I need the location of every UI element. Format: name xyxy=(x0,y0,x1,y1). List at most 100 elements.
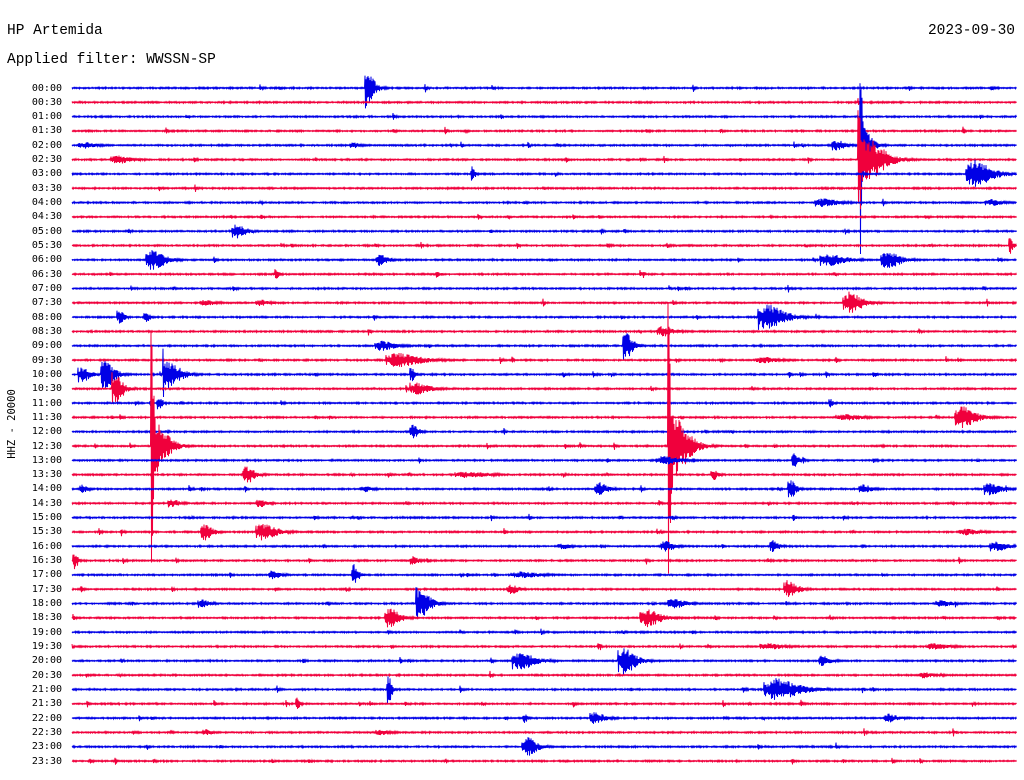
record-date: 2023-09-30 xyxy=(927,23,1015,39)
trace-line-23-00 xyxy=(71,737,1017,756)
trace-line-05-00 xyxy=(71,224,1017,239)
trace-line-10-00 xyxy=(71,348,1017,398)
trace-line-11-30 xyxy=(71,406,1017,429)
row-label-21-00: 21:00 xyxy=(31,683,62,695)
row-label-20-00: 20:00 xyxy=(31,655,62,667)
row-label-15-00: 15:00 xyxy=(31,512,62,524)
trace-line-06-30 xyxy=(71,269,1017,279)
row-label-11-30: 11:30 xyxy=(31,411,62,423)
row-label-00-30: 00:30 xyxy=(31,96,62,108)
trace-line-18-30 xyxy=(71,608,1017,628)
row-label-06-30: 06:30 xyxy=(31,268,62,280)
trace-line-17-00 xyxy=(71,564,1017,583)
trace-line-05-30 xyxy=(71,238,1017,254)
row-label-18-30: 18:30 xyxy=(31,612,62,624)
trace-line-15-30 xyxy=(71,523,1017,541)
trace-line-00-30 xyxy=(71,98,1017,106)
row-label-02-30: 02:30 xyxy=(31,154,62,166)
row-label-06-00: 06:00 xyxy=(31,254,62,266)
row-label-02-00: 02:00 xyxy=(31,139,62,151)
row-label-09-00: 09:00 xyxy=(31,340,62,352)
trace-line-14-30 xyxy=(71,499,1017,508)
row-label-12-00: 12:00 xyxy=(31,426,62,438)
row-label-23-00: 23:00 xyxy=(31,741,62,753)
row-label-03-30: 03:30 xyxy=(31,182,62,194)
row-label-14-00: 14:00 xyxy=(31,483,62,495)
row-label-22-30: 22:30 xyxy=(31,726,62,738)
row-label-10-00: 10:00 xyxy=(31,368,62,380)
row-label-11-00: 11:00 xyxy=(31,397,62,409)
trace-line-21-30 xyxy=(71,697,1017,709)
row-label-16-00: 16:00 xyxy=(31,540,62,552)
row-label-20-30: 20:30 xyxy=(31,669,62,681)
trace-line-02-30 xyxy=(71,110,1017,210)
row-label-19-00: 19:00 xyxy=(31,626,62,638)
trace-line-13-00 xyxy=(71,453,1017,467)
row-label-17-30: 17:30 xyxy=(31,583,62,595)
trace-line-04-30 xyxy=(71,213,1017,221)
trace-line-07-00 xyxy=(71,284,1017,293)
trace-line-19-30 xyxy=(71,643,1017,651)
channel-axis-label: HHZ - 20000 xyxy=(6,389,18,459)
row-label-18-00: 18:00 xyxy=(31,598,62,610)
row-label-01-00: 01:00 xyxy=(31,111,62,123)
row-time-labels: 00:00 00:30 01:00 01:30 02:00 02:30 03:00 03:30… xyxy=(0,0,70,780)
row-label-07-30: 07:30 xyxy=(31,297,62,309)
trace-line-19-00 xyxy=(71,628,1017,636)
trace-line-06-00 xyxy=(71,250,1017,270)
trace-line-04-00 xyxy=(71,198,1017,207)
trace-line-01-00 xyxy=(71,112,1017,120)
row-label-23-30: 23:30 xyxy=(31,755,62,767)
trace-line-22-00 xyxy=(71,712,1017,724)
row-label-05-30: 05:30 xyxy=(31,240,62,252)
row-label-13-30: 13:30 xyxy=(31,469,62,481)
trace-line-08-00 xyxy=(71,304,1017,330)
trace-line-03-30 xyxy=(71,184,1017,192)
row-label-08-30: 08:30 xyxy=(31,325,62,337)
row-label-04-00: 04:00 xyxy=(31,197,62,209)
trace-line-10-30 xyxy=(71,372,1017,404)
trace-line-18-00 xyxy=(71,587,1017,618)
trace-line-14-00 xyxy=(71,480,1017,498)
trace-line-20-30 xyxy=(71,670,1017,679)
trace-line-13-30 xyxy=(71,466,1017,483)
row-label-08-00: 08:00 xyxy=(31,311,62,323)
trace-line-17-30 xyxy=(71,580,1017,597)
trace-line-09-30 xyxy=(71,352,1017,368)
trace-line-16-00 xyxy=(71,540,1017,553)
trace-line-23-30 xyxy=(71,757,1017,765)
row-label-04-30: 04:30 xyxy=(31,211,62,223)
trace-line-00-00 xyxy=(71,75,1017,109)
trace-line-15-00 xyxy=(71,513,1017,522)
row-label-14-30: 14:30 xyxy=(31,497,62,509)
trace-line-09-00 xyxy=(71,333,1017,360)
trace-line-16-30 xyxy=(71,554,1017,570)
row-label-10-30: 10:30 xyxy=(31,383,62,395)
station-title: HP Artemida xyxy=(7,23,103,39)
trace-line-07-30 xyxy=(71,291,1017,313)
trace-line-01-30 xyxy=(71,126,1017,135)
row-label-22-00: 22:00 xyxy=(31,712,62,724)
row-label-05-00: 05:00 xyxy=(31,225,62,237)
trace-line-11-00 xyxy=(71,398,1017,410)
trace-line-12-00 xyxy=(71,424,1017,439)
row-label-00-00: 00:00 xyxy=(31,82,62,94)
trace-line-08-30 xyxy=(71,326,1017,337)
row-label-19-30: 19:30 xyxy=(31,640,62,652)
trace-line-20-00 xyxy=(71,648,1017,675)
row-label-21-30: 21:30 xyxy=(31,698,62,710)
trace-line-21-00 xyxy=(71,676,1017,704)
row-label-09-30: 09:30 xyxy=(31,354,62,366)
row-label-12-30: 12:30 xyxy=(31,440,62,452)
trace-line-22-30 xyxy=(71,728,1017,737)
row-label-03-00: 03:00 xyxy=(31,168,62,180)
trace-line-12-30 xyxy=(71,301,1017,574)
row-label-17-00: 17:00 xyxy=(31,569,62,581)
row-label-16-30: 16:30 xyxy=(31,555,62,567)
row-label-13-00: 13:00 xyxy=(31,454,62,466)
row-label-01-30: 01:30 xyxy=(31,125,62,137)
row-label-15-30: 15:30 xyxy=(31,526,62,538)
row-label-07-00: 07:00 xyxy=(31,282,62,294)
